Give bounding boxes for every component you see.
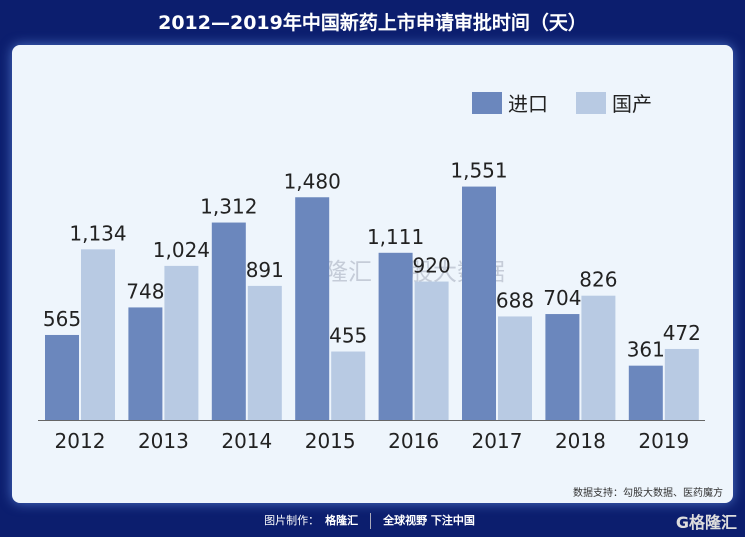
x-tick-label: 2018 [555,429,606,453]
footer: 图片制作： 格隆汇 全球视野 下注中国 [0,512,745,529]
footer-slogan: 全球视野 下注中国 [383,514,475,527]
bar-import-2015 [295,197,330,420]
data-label: 1,024 [153,238,210,262]
bar-import-2018 [545,314,580,420]
legend-label: 进口 [508,92,548,116]
legend-label: 国产 [612,92,652,116]
bar-import-2019 [628,365,663,420]
x-tick-label: 2015 [305,429,356,453]
bar-domestic-2017 [498,316,532,420]
bar-domestic-2013 [164,265,199,420]
bar-domestic-2018 [581,295,616,420]
brand-logo: G格隆汇 [675,513,737,532]
data-label: 472 [663,321,701,345]
legend-swatch-import [472,92,502,114]
data-label: 826 [579,268,617,292]
footer-divider [370,513,372,529]
data-label: 748 [126,279,164,303]
bar-domestic-2019 [664,348,699,420]
data-label: 565 [43,307,81,331]
data-label: 1,111 [367,225,424,249]
data-label: 1,480 [284,169,341,193]
x-tick-label: 2013 [138,429,189,453]
x-tick-label: 2017 [472,429,523,453]
data-label: 704 [543,286,581,310]
bar-import-2012 [45,334,79,420]
data-label: 688 [496,288,534,312]
x-tick-label: 2014 [221,429,272,453]
data-label: 455 [329,324,367,348]
footer-made-by: 图片制作： [264,514,320,527]
bar-domestic-2014 [247,285,282,420]
bar-import-2014 [211,222,246,420]
footer-brand: 格隆汇 [325,514,359,527]
bar-domestic-2016 [414,281,449,420]
bar-import-2013 [128,307,163,420]
source-note: 数据支持：勾股大数据、医药魔方 [573,488,723,499]
x-tick-label: 2016 [388,429,439,453]
data-label: 1,312 [200,195,257,219]
bar-domestic-2015 [331,351,366,420]
x-tick-label: 2019 [638,429,689,453]
data-label: 1,134 [69,221,126,245]
bar-import-2017 [462,186,496,420]
bar-domestic-2012 [81,249,115,420]
bar-import-2016 [378,252,413,420]
data-label: 361 [627,338,665,362]
legend-swatch-domestic [576,92,606,114]
chart-title: 2012—2019年中国新药上市申请审批时间（天） [158,12,587,34]
x-tick-label: 2012 [55,429,106,453]
data-label: 1,551 [450,159,507,183]
chart-panel [12,45,733,503]
data-label: 891 [246,258,284,282]
data-label: 920 [413,254,451,278]
